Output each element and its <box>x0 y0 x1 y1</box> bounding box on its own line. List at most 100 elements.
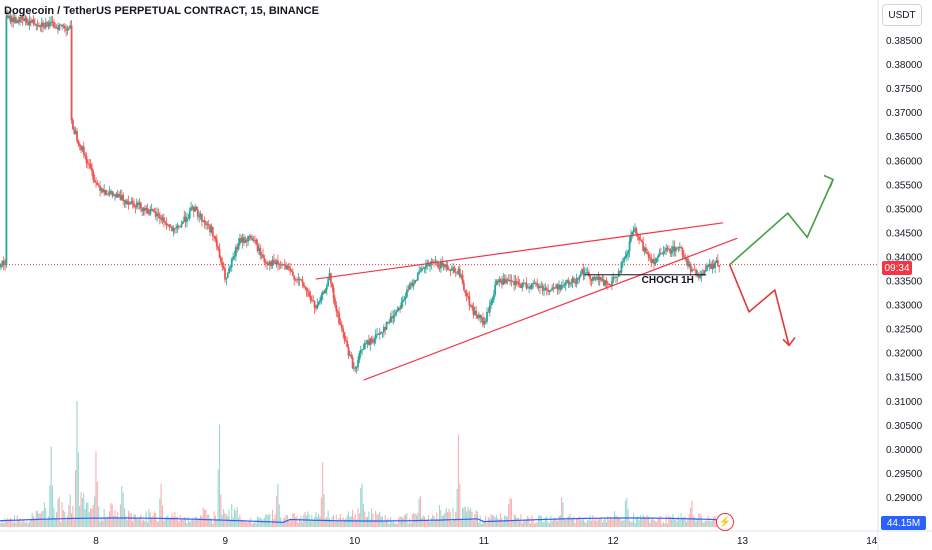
volume-bar <box>171 513 173 527</box>
volume-bar <box>498 519 500 527</box>
candle-body <box>74 130 77 134</box>
volume-bar <box>212 523 214 527</box>
volume-bar <box>490 514 492 527</box>
candle-body <box>507 279 510 282</box>
volume-bar <box>297 522 299 527</box>
volume-bar <box>7 518 9 527</box>
candle-body <box>17 20 20 23</box>
candle-body <box>217 246 220 249</box>
volume-bar <box>319 516 321 527</box>
candle-body <box>127 201 130 205</box>
candle-body <box>43 26 46 28</box>
candle-body <box>297 278 300 281</box>
candle-body <box>44 22 47 28</box>
candle-body <box>458 268 461 277</box>
volume-bar <box>172 516 174 527</box>
volume-bar <box>274 514 276 527</box>
candle-body <box>169 226 172 228</box>
candle-body <box>156 213 159 217</box>
volume-bar <box>26 520 28 527</box>
candle-body <box>365 343 368 344</box>
candle-body <box>401 299 404 303</box>
volume-bar <box>240 519 242 527</box>
candle-body <box>249 236 252 239</box>
volume-bar <box>233 508 235 527</box>
volume-bar <box>232 517 234 527</box>
candle-body <box>581 269 583 274</box>
price-tick-label: 0.38500 <box>886 36 923 47</box>
candle-body <box>99 185 101 191</box>
currency-button[interactable]: USDT <box>882 4 922 26</box>
candle-body <box>513 281 516 285</box>
price-tick-label: 0.35500 <box>886 180 923 191</box>
price-tick-label: 0.36500 <box>886 132 923 143</box>
candle-body <box>133 203 135 207</box>
candle-body <box>448 269 450 271</box>
volume-bar <box>654 521 656 527</box>
candle-body <box>163 217 165 223</box>
candle-body <box>376 334 378 335</box>
candle-body <box>668 248 670 250</box>
candle-body <box>183 216 186 222</box>
candle-body <box>55 27 58 29</box>
volume-bar <box>381 516 383 527</box>
candle-body <box>456 272 459 274</box>
volume-bar <box>524 519 526 527</box>
candle-body <box>165 223 168 226</box>
volume-bar <box>499 513 502 527</box>
candle-body <box>501 281 503 285</box>
time-tick-label: 11 <box>479 536 490 547</box>
volume-bar <box>422 515 424 527</box>
volume-bar <box>342 517 344 527</box>
volume-bar <box>309 521 312 527</box>
volume-bar <box>709 520 711 527</box>
candle-body <box>520 284 522 289</box>
volume-bar <box>543 521 545 527</box>
volume-bar <box>643 516 646 527</box>
candle-body <box>214 236 217 240</box>
candle-body <box>359 350 362 353</box>
volume-bar <box>510 498 512 527</box>
volume-bar <box>263 517 265 527</box>
candle-body <box>146 208 149 214</box>
candle-body <box>123 200 126 202</box>
candle-body <box>335 305 338 312</box>
volume-bar <box>70 512 73 527</box>
volume-bar <box>612 518 614 527</box>
volume-bar <box>258 517 260 527</box>
volume-bar <box>45 508 47 527</box>
volume-bar <box>18 520 20 527</box>
volume-bar <box>501 517 503 527</box>
volume-bar <box>39 513 41 527</box>
lightning-icon[interactable]: ⚡ <box>716 513 734 531</box>
candle-body <box>551 287 554 290</box>
candle-body <box>604 280 607 286</box>
candle-body <box>579 273 582 277</box>
volume-bar <box>357 507 359 527</box>
candle-body <box>175 227 178 229</box>
candle-body <box>380 332 383 334</box>
candle-body <box>213 236 216 237</box>
candle-body <box>236 247 239 250</box>
volume-bar <box>567 516 569 527</box>
candle-body <box>399 307 402 309</box>
candle-body <box>0 263 1 268</box>
volume-bar <box>83 493 85 527</box>
volume-bar <box>432 514 434 527</box>
volume-bar <box>456 488 458 527</box>
candle-body <box>608 283 611 286</box>
volume-bar <box>419 496 421 527</box>
candle-body <box>137 202 140 205</box>
volume-bar <box>130 513 132 527</box>
wedge-upper-line <box>315 222 724 280</box>
candle-body <box>131 201 134 204</box>
candle-body <box>477 314 480 318</box>
volume-bar <box>281 521 283 527</box>
candle-body <box>351 357 354 368</box>
candle-body <box>529 286 532 289</box>
candle-body <box>251 238 254 241</box>
volume-bar <box>152 515 154 527</box>
candle-body <box>103 189 106 193</box>
candle-body <box>285 265 287 270</box>
